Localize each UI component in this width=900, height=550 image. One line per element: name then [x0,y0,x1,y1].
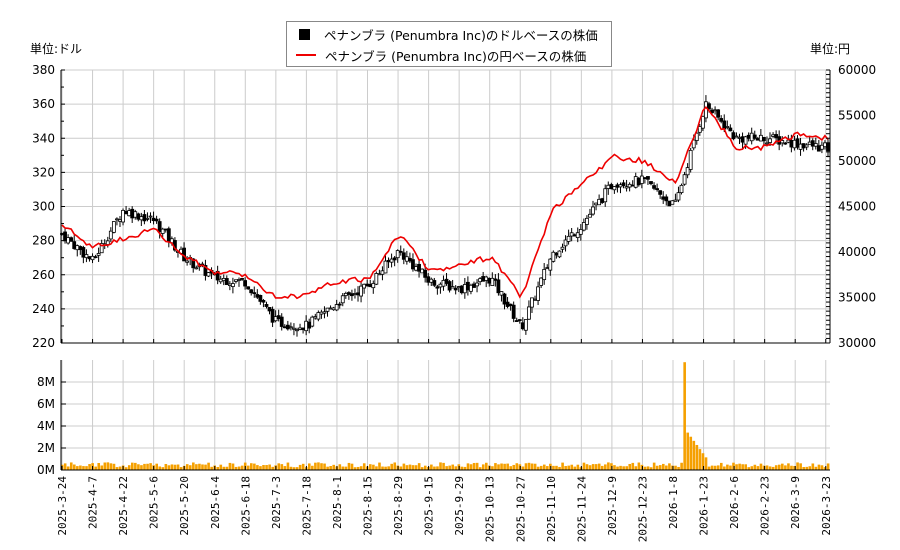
svg-text:2026-2-6: 2026-2-6 [728,476,741,529]
svg-text:2M: 2M [37,441,55,455]
svg-text:2025-11-24: 2025-11-24 [575,476,588,543]
svg-text:4M: 4M [37,419,55,433]
svg-text:2025-7-18: 2025-7-18 [300,476,313,536]
svg-text:2026-1-8: 2026-1-8 [667,476,680,529]
svg-text:2025-10-13: 2025-10-13 [484,476,497,542]
volume-bars [60,362,830,470]
svg-text:2025-10-27: 2025-10-27 [514,476,527,542]
svg-text:2026-2-23: 2026-2-23 [759,476,772,536]
svg-text:360: 360 [32,97,55,111]
svg-text:2026-3-23: 2026-3-23 [820,476,833,536]
svg-text:55000: 55000 [838,109,876,123]
svg-text:40000: 40000 [838,245,876,259]
svg-text:2026-3-9: 2026-3-9 [789,476,802,529]
svg-text:2025-3-24: 2025-3-24 [56,476,69,536]
grid-lines [61,69,830,470]
svg-text:2025-11-10: 2025-11-10 [545,476,558,542]
jpy-price-line [61,105,829,300]
axes: 380 360 340 320 300 280 260 240 220 60000 55000 500… [32,63,876,542]
svg-text:2025-5-6: 2025-5-6 [148,476,161,529]
svg-text:2025-4-7: 2025-4-7 [87,476,100,529]
svg-text:2025-6-18: 2025-6-18 [239,476,252,536]
svg-text:220: 220 [32,336,55,350]
right-axis-unit: 単位:円 [810,42,851,56]
svg-text:8M: 8M [37,375,55,389]
svg-text:320: 320 [32,165,55,179]
svg-text:2025-5-20: 2025-5-20 [178,476,191,536]
svg-text:60000: 60000 [838,63,876,77]
svg-text:45000: 45000 [838,200,876,214]
legend-label-usd: ペナンブラ (Penumbra Inc)のドルベースの株価 [324,27,598,43]
legend-item-jpy: ペナンブラ (Penumbra Inc)の円ベースの株価 [295,45,586,65]
red-line-icon [296,54,316,56]
legend: ペナンブラ (Penumbra Inc)のドルベースの株価 ペナンブラ (Pen… [286,21,612,67]
svg-text:280: 280 [32,234,55,248]
svg-text:340: 340 [32,131,55,145]
legend-label-jpy: ペナンブラ (Penumbra Inc)の円ベースの株価 [325,48,587,64]
svg-text:35000: 35000 [838,291,876,305]
svg-text:50000: 50000 [838,154,876,168]
svg-text:2025-6-4: 2025-6-4 [209,476,222,529]
svg-text:240: 240 [32,302,55,316]
svg-text:300: 300 [32,200,55,214]
black-square-icon [299,28,310,40]
svg-text:2025-8-1: 2025-8-1 [331,476,344,529]
svg-text:30000: 30000 [838,336,876,350]
svg-text:2025-7-3: 2025-7-3 [270,476,283,529]
svg-text:2025-8-15: 2025-8-15 [362,476,375,536]
svg-text:2025-9-15: 2025-9-15 [423,476,436,536]
svg-text:260: 260 [32,268,55,282]
left-axis-unit: 単位:ドル [30,42,83,56]
svg-text:380: 380 [32,63,55,77]
svg-text:2025-8-29: 2025-8-29 [392,476,405,536]
legend-item-usd: ペナンブラ (Penumbra Inc)のドルベースの株価 [295,24,598,44]
svg-text:2026-1-23: 2026-1-23 [698,476,711,536]
svg-text:0M: 0M [37,463,55,477]
svg-text:2025-9-29: 2025-9-29 [453,476,466,536]
svg-text:6M: 6M [37,397,55,411]
svg-text:2025-12-9: 2025-12-9 [606,476,619,536]
usd-candlesticks [60,95,830,337]
svg-text:2025-12-23: 2025-12-23 [636,476,649,542]
svg-text:2025-4-22: 2025-4-22 [117,476,130,536]
